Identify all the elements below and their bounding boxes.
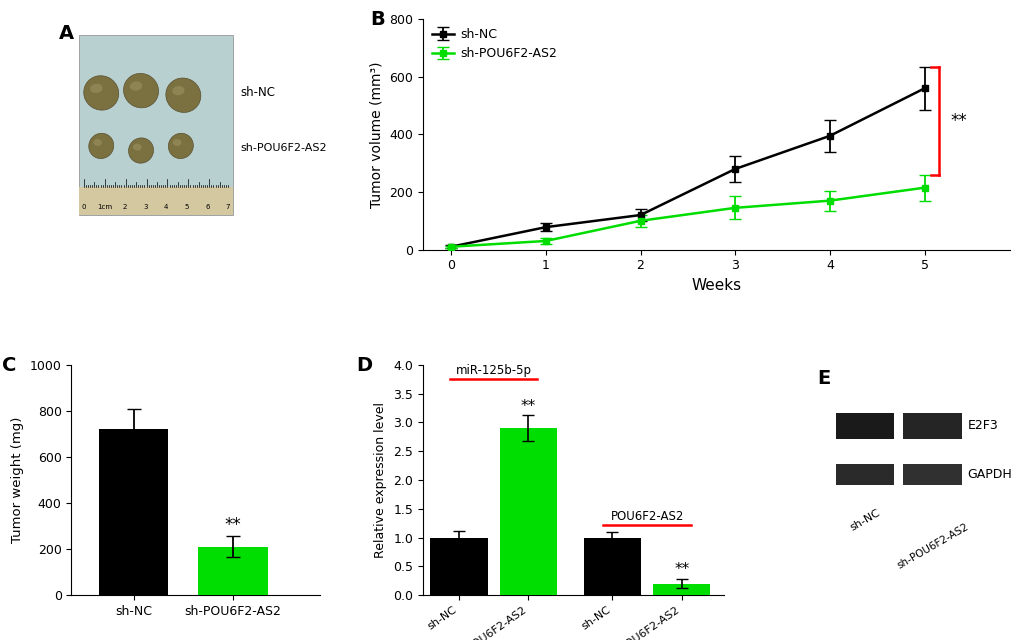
Text: **: ** [950, 112, 966, 130]
Text: 7: 7 [225, 204, 230, 210]
Y-axis label: Tumor weight (mg): Tumor weight (mg) [11, 417, 24, 543]
Ellipse shape [132, 143, 142, 150]
Text: sh-POU6F2-AS2: sh-POU6F2-AS2 [240, 143, 327, 153]
Ellipse shape [168, 133, 194, 159]
Text: **: ** [224, 516, 242, 534]
Text: 2: 2 [122, 204, 127, 210]
FancyBboxPatch shape [903, 413, 961, 438]
Y-axis label: Tumor volume (mm³): Tumor volume (mm³) [369, 61, 383, 207]
Text: sh-NC: sh-NC [848, 508, 881, 533]
Text: 6: 6 [205, 204, 210, 210]
Bar [99, 429, 168, 595]
Text: A: A [59, 24, 74, 43]
Ellipse shape [172, 139, 181, 146]
X-axis label: Weeks: Weeks [691, 278, 741, 293]
FancyBboxPatch shape [835, 413, 894, 438]
Text: E: E [816, 369, 829, 388]
Ellipse shape [166, 78, 201, 113]
Legend: sh-NC, sh-POU6F2-AS2: sh-NC, sh-POU6F2-AS2 [429, 26, 559, 63]
Ellipse shape [84, 76, 118, 110]
Text: 0: 0 [82, 204, 86, 210]
Text: **: ** [674, 563, 689, 577]
FancyBboxPatch shape [835, 464, 894, 484]
Ellipse shape [93, 139, 102, 146]
Y-axis label: Relative expression level: Relative expression level [374, 402, 387, 558]
Bar [583, 538, 641, 595]
Text: sh-NC: sh-NC [240, 86, 275, 99]
Text: POU6F2-AS2: POU6F2-AS2 [609, 509, 683, 523]
Text: C: C [2, 356, 16, 374]
Text: B: B [370, 10, 384, 29]
Text: 3: 3 [144, 204, 148, 210]
FancyBboxPatch shape [78, 188, 233, 215]
Text: **: ** [520, 399, 535, 414]
FancyBboxPatch shape [903, 464, 961, 484]
Ellipse shape [89, 133, 113, 159]
Ellipse shape [123, 74, 158, 108]
Text: miR-125b-5p: miR-125b-5p [455, 364, 531, 377]
Bar [652, 584, 709, 595]
Bar [499, 428, 556, 595]
Bar [198, 547, 268, 595]
Text: 4: 4 [164, 204, 168, 210]
Bar [430, 538, 487, 595]
Ellipse shape [90, 84, 102, 93]
Ellipse shape [128, 138, 154, 163]
Text: D: D [357, 356, 372, 374]
Text: 1cm: 1cm [97, 204, 112, 210]
Ellipse shape [172, 86, 184, 95]
Text: 5: 5 [184, 204, 189, 210]
FancyBboxPatch shape [78, 35, 233, 215]
Text: sh-POU6F2-AS2: sh-POU6F2-AS2 [895, 522, 969, 571]
Text: E2F3: E2F3 [967, 419, 998, 433]
Ellipse shape [129, 81, 142, 91]
Text: GAPDH: GAPDH [967, 468, 1012, 481]
